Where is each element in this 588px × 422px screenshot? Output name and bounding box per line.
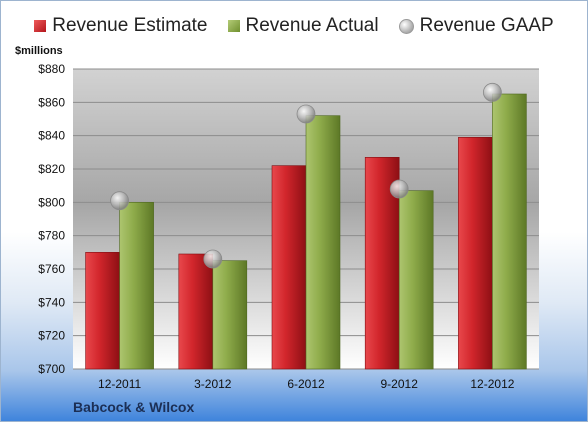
gaap-marker	[203, 249, 223, 269]
legend-label-gaap: Revenue GAAP	[419, 15, 554, 36]
y-tick-label: $800	[38, 195, 65, 209]
x-tick-label: 3-2012	[194, 377, 232, 391]
legend-swatch-actual	[227, 20, 240, 32]
x-tick-label: 9-2012	[381, 377, 419, 391]
legend-item-actual: Revenue Actual	[227, 15, 379, 37]
y-tick-label: $740	[38, 295, 65, 309]
y-tick-label: $780	[38, 229, 65, 243]
x-tick-label: 12-2012	[470, 377, 514, 391]
company-name: Babcock & Wilcox	[73, 399, 195, 415]
bars	[85, 93, 527, 370]
estimate-bar	[85, 252, 120, 370]
x-tick-label: 6-2012	[287, 377, 325, 391]
y-tick-label: $840	[38, 129, 65, 143]
legend-label-actual: Revenue Actual	[245, 15, 379, 36]
y-axis-unit-label: $millions	[15, 45, 63, 57]
legend-label-estimate: Revenue Estimate	[52, 15, 208, 36]
x-tick-labels: 12-2011 3-2012 6-2012 9-2012 12-2012	[98, 377, 515, 391]
gaap-markers	[110, 82, 502, 269]
y-tick-label: $880	[38, 62, 65, 76]
gaap-marker	[296, 104, 316, 124]
estimate-bar	[271, 165, 307, 370]
y-tick-labels: $700 $720 $740 $760 $780 $800 $820 $840 $860 $880	[38, 62, 65, 376]
actual-bar	[212, 260, 248, 370]
y-tick-label: $760	[38, 262, 65, 276]
legend-swatch-gaap	[398, 18, 414, 34]
legend-swatch-estimate	[34, 20, 47, 32]
actual-bar	[305, 115, 341, 370]
actual-bar	[119, 202, 154, 370]
actual-bar	[492, 93, 527, 370]
legend-item-estimate: Revenue Estimate	[34, 15, 208, 37]
y-tick-label: $860	[38, 95, 65, 109]
x-tick-label: 12-2011	[98, 377, 141, 391]
actual-bar	[398, 190, 434, 370]
estimate-bar	[458, 137, 493, 370]
y-tick-label: $820	[38, 162, 65, 176]
gaap-marker	[110, 191, 129, 211]
y-tick-label: $720	[38, 329, 65, 343]
gaap-marker	[389, 179, 409, 199]
legend: Revenue Estimate Revenue Actual Revenue …	[1, 15, 587, 37]
y-tick-label: $700	[38, 362, 65, 376]
gaap-marker	[482, 82, 502, 102]
estimate-bar	[178, 253, 214, 370]
legend-item-gaap: Revenue GAAP	[398, 15, 554, 37]
